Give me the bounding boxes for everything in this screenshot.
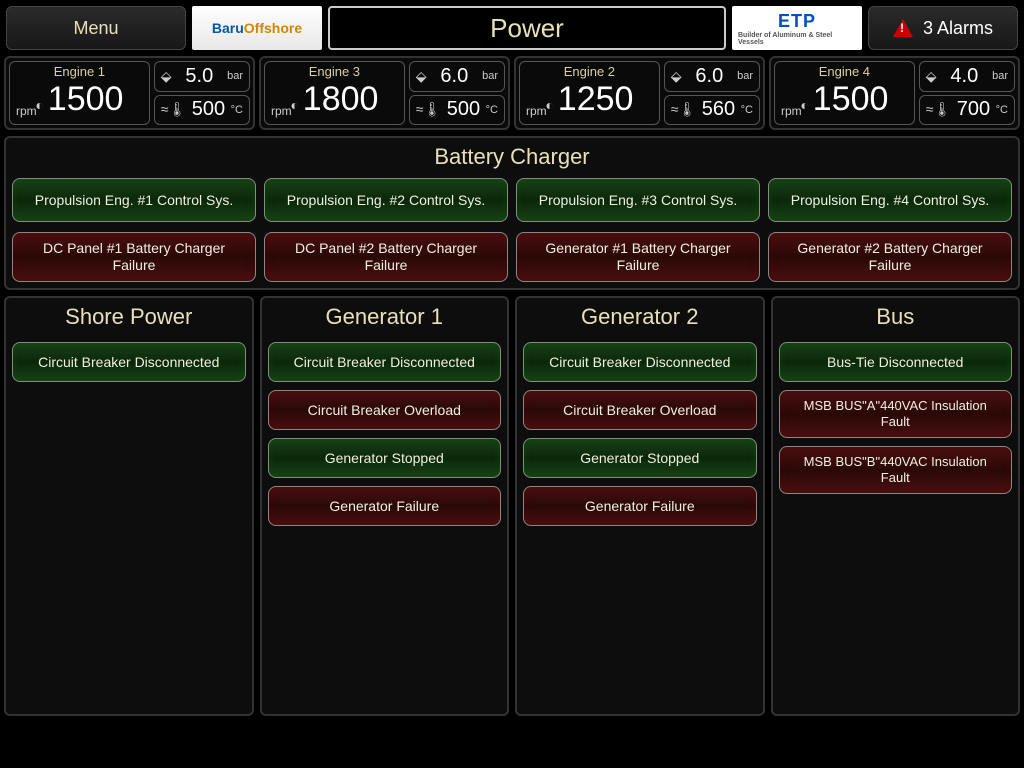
alarms-label: 3 Alarms [923, 18, 993, 39]
rpm-gauge: Engine 1 rpm ◐ 1500 [9, 61, 150, 125]
rpm-gauge: Engine 4 rpm ◐ 1500 [774, 61, 915, 125]
pressure-unit: bar [737, 70, 753, 82]
gen1-title: Generator 1 [268, 304, 502, 330]
pressure-gauge: ⬙ 4.0 bar [919, 61, 1015, 92]
rpm-value: 1500 [48, 82, 124, 116]
status-indicator[interactable]: DC Panel #2 Battery Charger Failure [264, 232, 508, 282]
battery-row-2: DC Panel #1 Battery Charger FailureDC Pa… [12, 232, 1012, 282]
bus-column: Bus Bus-Tie Disconnected MSB BUS"A"440VAC… [771, 296, 1021, 716]
rpm-gauge: Engine 2 rpm ◐ 1250 [519, 61, 660, 125]
pressure-value: 5.0 [185, 65, 213, 88]
temp-value: 500 [192, 98, 225, 121]
pressure-unit: bar [992, 70, 1008, 82]
rpm-unit: rpm [526, 104, 547, 118]
status-indicator[interactable]: Propulsion Eng. #1 Control Sys. [12, 178, 256, 222]
temp-gauge: ≈🌡 700 °C [919, 95, 1015, 126]
temp-icon: ≈🌡 [671, 101, 696, 118]
engine-name: Engine 1 [54, 64, 105, 79]
pressure-value: 4.0 [950, 65, 978, 88]
temp-value: 560 [702, 98, 735, 121]
pressure-gauge: ⬙ 5.0 bar [154, 61, 250, 92]
generator-1-column: Generator 1 Circuit Breaker Disconnected… [260, 296, 510, 716]
status-indicator[interactable]: MSB BUS"B"440VAC Insulation Fault [779, 446, 1013, 494]
rpm-gauge: Engine 3 rpm ◐ 1800 [264, 61, 405, 125]
engine-side-gauges: ⬙ 6.0 bar ≈🌡 500 °C [409, 61, 505, 125]
temp-gauge: ≈🌡 500 °C [409, 95, 505, 126]
status-indicator[interactable]: Propulsion Eng. #2 Control Sys. [264, 178, 508, 222]
lower-grid: Shore Power Circuit Breaker Disconnected… [0, 296, 1024, 716]
engine-panel: Engine 3 rpm ◐ 1800 ⬙ 6.0 bar ≈🌡 500 °C [259, 56, 510, 130]
status-indicator[interactable]: Circuit Breaker Disconnected [268, 342, 502, 382]
status-indicator[interactable]: Circuit Breaker Overload [268, 390, 502, 430]
drop-icon: ⬙ [161, 68, 172, 85]
pressure-gauge: ⬙ 6.0 bar [409, 61, 505, 92]
engine-side-gauges: ⬙ 4.0 bar ≈🌡 700 °C [919, 61, 1015, 125]
engine-name: Engine 2 [564, 64, 615, 79]
temp-value: 500 [447, 98, 480, 121]
temp-gauge: ≈🌡 500 °C [154, 95, 250, 126]
drop-icon: ⬙ [416, 68, 427, 85]
engine-side-gauges: ⬙ 6.0 bar ≈🌡 560 °C [664, 61, 760, 125]
status-indicator[interactable]: MSB BUS"A"440VAC Insulation Fault [779, 390, 1013, 438]
status-indicator[interactable]: Generator Failure [523, 486, 757, 526]
engine-name: Engine 3 [309, 64, 360, 79]
warning-icon [893, 19, 913, 37]
temp-gauge: ≈🌡 560 °C [664, 95, 760, 126]
pressure-unit: bar [482, 70, 498, 82]
drop-icon: ⬙ [926, 68, 937, 85]
page-title: Power [328, 6, 726, 50]
rpm-value: 1500 [813, 82, 889, 116]
temp-icon: ≈🌡 [416, 101, 441, 118]
engine-panel: Engine 4 rpm ◐ 1500 ⬙ 4.0 bar ≈🌡 700 °C [769, 56, 1020, 130]
engine-name: Engine 4 [819, 64, 870, 79]
status-indicator[interactable]: Propulsion Eng. #3 Control Sys. [516, 178, 760, 222]
menu-button[interactable]: Menu [6, 6, 186, 50]
status-indicator[interactable]: Generator #1 Battery Charger Failure [516, 232, 760, 282]
rpm-unit: rpm [271, 104, 292, 118]
battery-row-1: Propulsion Eng. #1 Control Sys.Propulsio… [12, 178, 1012, 222]
battery-charger-section: Battery Charger Propulsion Eng. #1 Contr… [4, 136, 1020, 290]
shore-power-column: Shore Power Circuit Breaker Disconnected [4, 296, 254, 716]
alarms-button[interactable]: 3 Alarms [868, 6, 1018, 50]
rpm-unit: rpm [781, 104, 802, 118]
drop-icon: ⬙ [671, 68, 682, 85]
status-indicator[interactable]: Circuit Breaker Overload [523, 390, 757, 430]
status-indicator[interactable]: Propulsion Eng. #4 Control Sys. [768, 178, 1012, 222]
bus-title: Bus [779, 304, 1013, 330]
engine-panel: Engine 1 rpm ◐ 1500 ⬙ 5.0 bar ≈🌡 500 °C [4, 56, 255, 130]
gen2-title: Generator 2 [523, 304, 757, 330]
logo-baru-offshore: BaruOffshore [192, 6, 322, 50]
temp-icon: ≈🌡 [926, 101, 951, 118]
pressure-value: 6.0 [440, 65, 468, 88]
temp-unit: °C [486, 104, 498, 116]
pressure-gauge: ⬙ 6.0 bar [664, 61, 760, 92]
temp-icon: ≈🌡 [161, 101, 186, 118]
temp-unit: °C [741, 104, 753, 116]
menu-label: Menu [73, 18, 118, 39]
battery-title: Battery Charger [12, 144, 1012, 170]
rpm-value: 1800 [303, 82, 379, 116]
engine-panel: Engine 2 rpm ◐ 1250 ⬙ 6.0 bar ≈🌡 560 °C [514, 56, 765, 130]
engine-side-gauges: ⬙ 5.0 bar ≈🌡 500 °C [154, 61, 250, 125]
generator-2-column: Generator 2 Circuit Breaker Disconnected… [515, 296, 765, 716]
status-indicator[interactable]: Bus-Tie Disconnected [779, 342, 1013, 382]
status-indicator[interactable]: DC Panel #1 Battery Charger Failure [12, 232, 256, 282]
shore-title: Shore Power [12, 304, 246, 330]
rpm-unit: rpm [16, 104, 37, 118]
pressure-value: 6.0 [695, 65, 723, 88]
status-indicator[interactable]: Generator Stopped [268, 438, 502, 478]
pressure-unit: bar [227, 70, 243, 82]
status-indicator[interactable]: Generator Failure [268, 486, 502, 526]
status-indicator[interactable]: Generator Stopped [523, 438, 757, 478]
engines-row: Engine 1 rpm ◐ 1500 ⬙ 5.0 bar ≈🌡 500 °C … [0, 56, 1024, 130]
temp-value: 700 [957, 98, 990, 121]
status-indicator[interactable]: Circuit Breaker Disconnected [523, 342, 757, 382]
rpm-value: 1250 [558, 82, 634, 116]
logo-etp: ETP Builder of Aluminum & Steel Vessels [732, 6, 862, 50]
temp-unit: °C [231, 104, 243, 116]
status-indicator[interactable]: Circuit Breaker Disconnected [12, 342, 246, 382]
top-bar: Menu BaruOffshore Power ETP Builder of A… [0, 0, 1024, 56]
temp-unit: °C [996, 104, 1008, 116]
status-indicator[interactable]: Generator #2 Battery Charger Failure [768, 232, 1012, 282]
